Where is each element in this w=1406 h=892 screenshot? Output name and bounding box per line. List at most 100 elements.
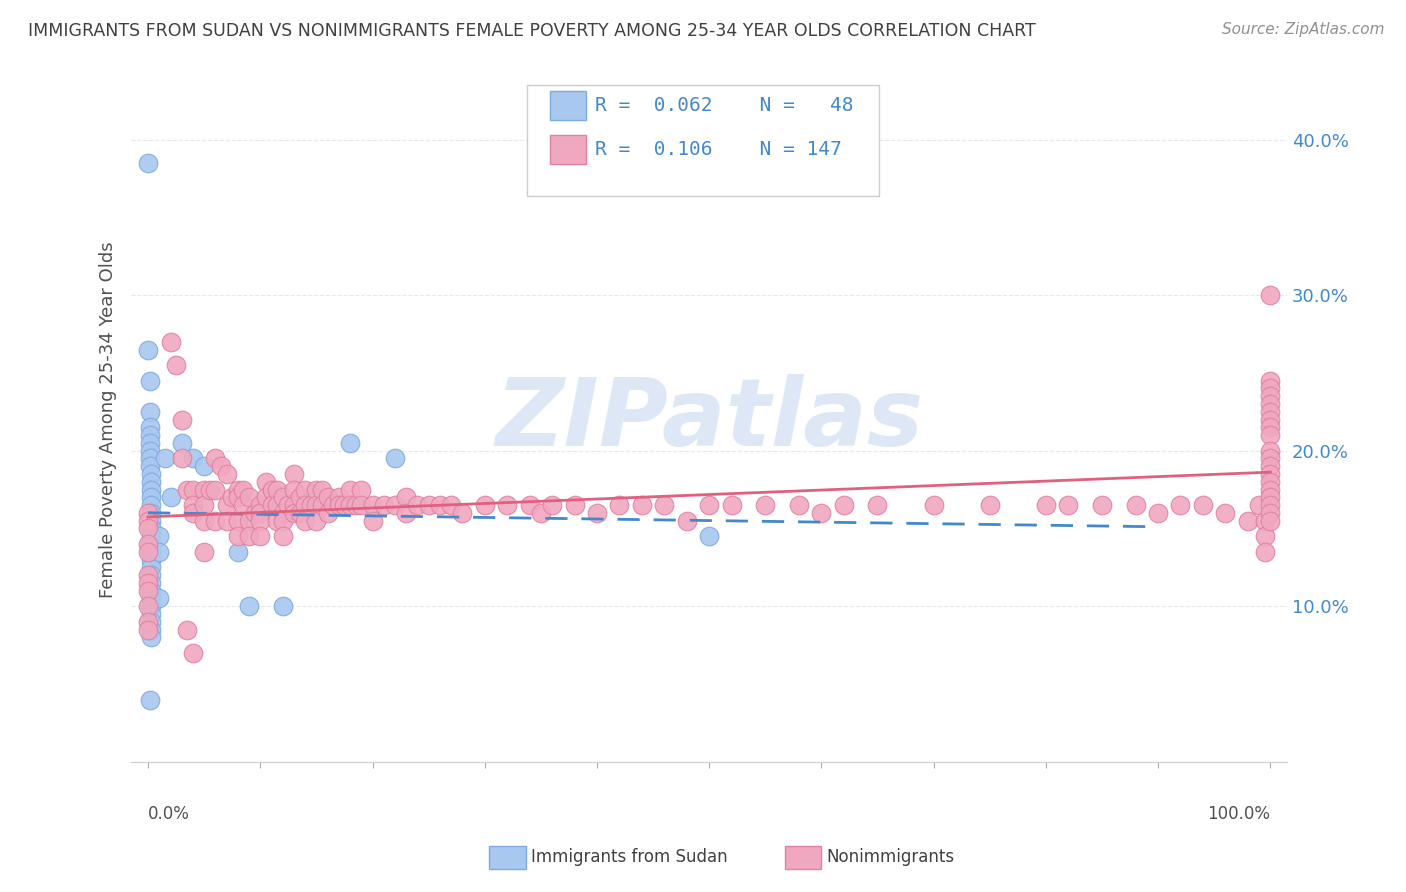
Point	[141, 615, 163, 629]
Point	[1170, 498, 1192, 512]
Point	[406, 498, 429, 512]
Point	[193, 514, 215, 528]
Point	[254, 491, 277, 505]
Point	[139, 443, 162, 458]
Point	[675, 514, 697, 528]
Point	[305, 498, 328, 512]
Point	[316, 491, 339, 505]
Point	[586, 506, 609, 520]
Point	[1236, 514, 1258, 528]
Point	[271, 506, 294, 520]
Point	[176, 483, 198, 497]
Point	[294, 483, 316, 497]
Point	[139, 451, 162, 466]
Point	[232, 498, 254, 512]
Point	[238, 491, 260, 505]
Point	[204, 483, 226, 497]
Point	[181, 506, 204, 520]
Point	[198, 483, 221, 497]
Point	[1258, 420, 1281, 434]
Point	[496, 498, 519, 512]
Point	[418, 498, 440, 512]
Point	[181, 646, 204, 660]
Point	[395, 506, 418, 520]
Point	[271, 514, 294, 528]
Point	[1258, 288, 1281, 302]
Point	[136, 583, 159, 598]
Point	[384, 498, 406, 512]
Point	[238, 514, 260, 528]
Point	[1258, 506, 1281, 520]
Point	[139, 405, 162, 419]
Point	[361, 514, 384, 528]
Point	[519, 498, 541, 512]
Point	[1258, 498, 1281, 512]
Point	[283, 467, 305, 481]
Point	[294, 514, 316, 528]
Point	[170, 451, 193, 466]
Point	[141, 514, 163, 528]
Point	[328, 498, 350, 512]
Point	[283, 498, 305, 512]
Point	[165, 358, 187, 372]
Point	[1192, 498, 1215, 512]
Point	[141, 591, 163, 606]
Point	[136, 537, 159, 551]
Point	[697, 529, 720, 543]
Point	[136, 506, 159, 520]
Point	[254, 475, 277, 489]
Point	[215, 467, 238, 481]
Point	[451, 506, 474, 520]
Point	[339, 436, 361, 450]
Text: Source: ZipAtlas.com: Source: ZipAtlas.com	[1222, 22, 1385, 37]
Point	[209, 459, 232, 474]
Point	[193, 459, 215, 474]
Point	[141, 607, 163, 621]
Point	[215, 514, 238, 528]
Point	[1258, 514, 1281, 528]
Point	[1091, 498, 1114, 512]
Point	[316, 506, 339, 520]
Point	[564, 498, 586, 512]
Point	[204, 451, 226, 466]
Point	[288, 506, 311, 520]
Point	[141, 506, 163, 520]
Point	[181, 498, 204, 512]
Point	[1253, 514, 1275, 528]
Point	[193, 483, 215, 497]
Point	[141, 537, 163, 551]
Point	[249, 529, 271, 543]
Point	[1258, 459, 1281, 474]
Point	[697, 498, 720, 512]
Point	[226, 483, 249, 497]
Point	[339, 483, 361, 497]
Point	[136, 545, 159, 559]
Point	[141, 599, 163, 614]
Point	[1247, 498, 1270, 512]
Text: Nonimmigrants: Nonimmigrants	[827, 848, 955, 866]
Point	[652, 498, 675, 512]
Point	[159, 334, 181, 349]
Point	[311, 498, 333, 512]
Point	[181, 483, 204, 497]
Point	[141, 631, 163, 645]
Point	[1057, 498, 1080, 512]
Point	[181, 451, 204, 466]
Point	[193, 545, 215, 559]
Point	[226, 491, 249, 505]
Text: 100.0%: 100.0%	[1208, 805, 1270, 823]
Point	[136, 615, 159, 629]
Point	[221, 491, 243, 505]
Point	[141, 583, 163, 598]
Point	[136, 521, 159, 535]
Point	[866, 498, 889, 512]
Point	[170, 436, 193, 450]
Point	[922, 498, 945, 512]
Point	[226, 545, 249, 559]
Point	[1147, 506, 1170, 520]
Point	[361, 498, 384, 512]
Point	[395, 491, 418, 505]
Point	[1215, 506, 1237, 520]
Point	[541, 498, 564, 512]
Point	[249, 506, 271, 520]
